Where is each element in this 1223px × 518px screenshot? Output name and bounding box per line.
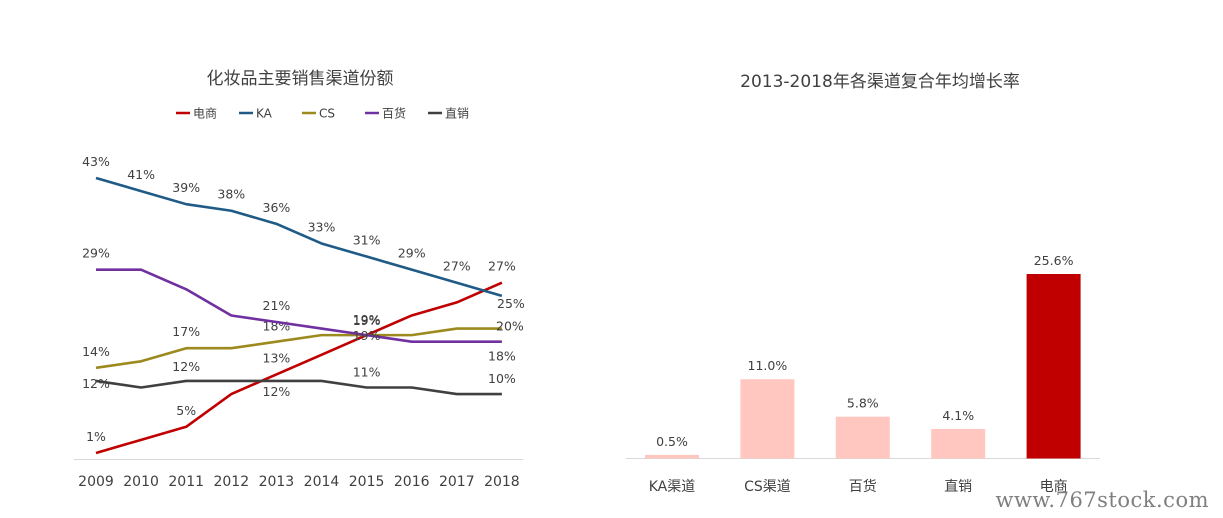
data-label-2-6: 19%	[353, 313, 381, 328]
data-label-3-6: 19%	[353, 328, 381, 343]
legend-item-0: 电商	[176, 106, 217, 121]
data-label-0-2: 5%	[176, 403, 196, 418]
cagr-bar-chart: 2013-2018年各渠道复合年均增长率 0.5% KA渠道 11.0% CS渠道 5.…	[626, 72, 1100, 495]
data-label-1-7: 29%	[398, 246, 426, 261]
data-label-1-1: 41%	[127, 167, 155, 182]
data-label-2-0: 14%	[82, 344, 110, 359]
x-tick-label-2014: 2014	[304, 474, 340, 490]
data-label-0-4: 13%	[263, 350, 291, 365]
bar-value-label-1: 11.0%	[748, 358, 788, 373]
data-label-3-0: 29%	[82, 246, 110, 261]
data-label-3-4: 21%	[263, 298, 291, 313]
legend-label-2: CS	[319, 107, 335, 121]
bar-3	[931, 428, 986, 459]
data-label-1-5: 33%	[308, 219, 336, 234]
data-label-2-2: 17%	[172, 324, 200, 339]
data-label-2-9: 20%	[496, 319, 524, 334]
bar-category-label-1: CS渠道	[744, 479, 791, 495]
bar-category-label-4: 电商	[1040, 479, 1068, 495]
bar-value-label-2: 5.8%	[847, 396, 879, 411]
series-1: 43% 41% 39% 38% 36% 33% 31% 29% 27% 25%	[82, 154, 525, 311]
data-label-1-6: 31%	[353, 233, 381, 248]
x-tick-label-2017: 2017	[439, 474, 475, 490]
x-tick-label-2016: 2016	[394, 474, 430, 490]
x-tick-label-2015: 2015	[349, 474, 385, 490]
bar-category-label-2: 百货	[849, 478, 877, 495]
data-label-1-3: 38%	[217, 187, 245, 202]
x-tick-label-2018: 2018	[484, 474, 520, 490]
bar-chart-title: 2013-2018年各渠道复合年均增长率	[740, 72, 1020, 92]
data-label-4-9: 10%	[488, 371, 516, 386]
series-line-0	[95, 281, 503, 455]
legend-label-1: KA	[256, 107, 273, 121]
bar-0	[645, 454, 699, 459]
bar-4	[1026, 274, 1081, 459]
data-label-0-0: 1%	[86, 429, 106, 444]
site-watermark: www.767stock.com	[995, 488, 1209, 512]
data-label-3-9: 18%	[488, 349, 516, 364]
series-line-1	[95, 176, 503, 298]
series-4: 12% 12% 12% 11% 10%	[82, 359, 516, 399]
x-tick-label-2010: 2010	[123, 474, 159, 490]
data-label-4-4: 12%	[263, 384, 291, 399]
bar-value-label-3: 4.1%	[942, 408, 974, 423]
bar-category-label-0: KA渠道	[649, 479, 696, 495]
data-label-4-0: 12%	[82, 376, 110, 391]
x-tick-label-2009: 2009	[78, 474, 114, 490]
legend-label-3: 百货	[382, 106, 406, 121]
bar-1	[740, 379, 795, 459]
x-tick-label-2013: 2013	[259, 474, 295, 490]
x-tick-label-2012: 2012	[213, 474, 249, 490]
data-label-1-9: 25%	[497, 296, 525, 311]
bar-value-label-0: 0.5%	[656, 434, 688, 449]
legend-item-2: CS	[302, 107, 335, 121]
series-line-4	[95, 379, 502, 396]
series-line-2	[95, 327, 502, 370]
legend-item-3: 百货	[365, 106, 406, 121]
series-3: 29% 21% 19% 18%	[82, 246, 516, 364]
data-label-1-4: 36%	[263, 200, 291, 215]
line-chart-legend: 电商 KA CS 百货 直销	[176, 106, 469, 121]
data-label-1-8: 27%	[443, 259, 471, 274]
data-label-4-2: 12%	[172, 359, 200, 374]
data-label-1-0: 43%	[82, 154, 110, 169]
bar-chart-plot: 0.5% KA渠道 11.0% CS渠道 5.8% 百货 4.1% 直销 25.6% 电商	[626, 253, 1100, 495]
series-line-3	[96, 268, 502, 343]
line-chart-plot: 2009 2010 2011 2012 2013 2014 2015 2016 2017 2018…	[74, 154, 525, 490]
data-label-0-9: 27%	[488, 259, 516, 274]
x-tick-label-2011: 2011	[168, 474, 204, 490]
channel-share-line-chart: 化妆品主要销售渠道份额 电商 KA CS 百货 直销 2009 2010 2011 2012 2…	[74, 69, 525, 490]
legend-label-4: 直销	[445, 107, 469, 121]
data-label-0-6: 19%	[353, 312, 381, 327]
line-chart-title: 化妆品主要销售渠道份额	[207, 69, 394, 89]
bar-category-label-3: 直销	[944, 478, 972, 495]
series-2: 14% 17% 18% 19% 20%	[82, 313, 524, 370]
legend-item-4: 直销	[428, 107, 469, 121]
data-label-1-2: 39%	[172, 180, 200, 195]
data-label-4-6: 11%	[353, 364, 381, 379]
series-0: 1% 5% 13% 19% 27%	[86, 259, 516, 455]
bar-2	[835, 416, 890, 459]
legend-item-1: KA	[239, 107, 273, 121]
legend-label-0: 电商	[193, 106, 217, 121]
bar-value-label-4: 25.6%	[1034, 253, 1074, 268]
